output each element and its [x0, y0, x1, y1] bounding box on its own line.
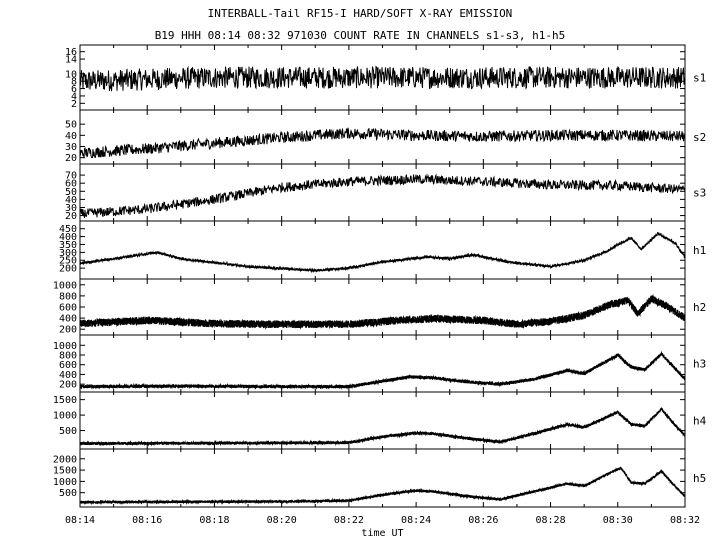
- xtick-label: 08:30: [603, 515, 633, 526]
- ytick-label-h5: 1000: [53, 477, 77, 488]
- channel-label-h1: h1: [693, 244, 706, 257]
- ytick-label-s3: 20: [65, 211, 77, 222]
- channel-label-h4: h4: [693, 415, 707, 428]
- channel-label-s3: s3: [693, 187, 706, 200]
- ytick-label-s2: 20: [65, 153, 77, 164]
- series-line-s1: [79, 65, 686, 92]
- xtick-label: 08:16: [132, 515, 162, 526]
- ytick-label-s3: 60: [65, 179, 77, 190]
- channel-label-h2: h2: [693, 301, 706, 314]
- series-line-s3: [79, 173, 686, 219]
- x-axis-label: time UT: [361, 528, 403, 539]
- ytick-label-h3: 400: [59, 370, 77, 381]
- ytick-label-h2: 1000: [53, 280, 77, 291]
- ytick-label-h5: 1500: [53, 466, 77, 477]
- series-line-h5: [79, 466, 686, 506]
- ytick-label-s1: 8: [71, 77, 77, 88]
- ytick-label-h1: 350: [59, 240, 77, 251]
- ytick-label-h5: 2000: [53, 454, 77, 465]
- ytick-label-h5: 500: [59, 488, 77, 499]
- ytick-label-s2: 40: [65, 131, 77, 142]
- series-line-s2: [79, 127, 686, 159]
- ytick-label-s2: 30: [65, 142, 77, 153]
- ytick-label-s3: 70: [65, 171, 77, 182]
- xtick-label: 08:28: [536, 515, 566, 526]
- ytick-label-h1: 200: [59, 264, 77, 275]
- ytick-label-h3: 800: [59, 351, 77, 362]
- ytick-label-s2: 50: [65, 120, 77, 131]
- panel-frame-h5: [79, 448, 686, 508]
- ytick-label-s1: 16: [65, 47, 77, 58]
- ytick-label-h1: 250: [59, 256, 77, 267]
- channel-label-h3: h3: [693, 358, 706, 371]
- xtick-label: 08:22: [334, 515, 364, 526]
- series-line-h1: [79, 231, 686, 274]
- ytick-label-h3: 1000: [53, 341, 77, 352]
- ytick-label-s1: 6: [71, 84, 77, 95]
- series-line-h2: [79, 293, 686, 330]
- panel-frame-h4: [79, 391, 686, 450]
- panel-frame-h2: [79, 278, 686, 336]
- ytick-label-h1: 450: [59, 224, 77, 235]
- ytick-label-h1: 300: [59, 248, 77, 259]
- xtick-label: 08:24: [401, 515, 431, 526]
- xtick-label: 08:32: [670, 515, 700, 526]
- ytick-label-h2: 400: [59, 314, 77, 325]
- channel-label-s2: s2: [693, 131, 706, 144]
- ytick-label-s1: 14: [65, 55, 77, 66]
- ytick-label-h1: 400: [59, 232, 77, 243]
- xtick-label: 08:14: [65, 515, 95, 526]
- ytick-label-h4: 500: [59, 426, 77, 437]
- panel-frame-s3: [79, 163, 686, 222]
- ytick-label-h3: 200: [59, 380, 77, 391]
- ytick-label-s1: 10: [65, 69, 77, 80]
- series-line-h3: [79, 350, 686, 390]
- ytick-label-s1: 2: [71, 99, 77, 110]
- ytick-label-h3: 600: [59, 360, 77, 371]
- chart-subtitle: B19 HHH 08:14 08:32 971030 COUNT RATE IN…: [154, 29, 566, 42]
- xtick-label: 08:26: [468, 515, 498, 526]
- channel-label-h5: h5: [693, 472, 706, 485]
- series-line-h4: [79, 407, 686, 447]
- chart-title: INTERBALL-Tail RF15-I HARD/SOFT X-RAY EM…: [207, 7, 513, 20]
- xtick-label: 08:20: [267, 515, 297, 526]
- ytick-label-h4: 1000: [53, 411, 77, 422]
- ytick-label-h2: 600: [59, 303, 77, 314]
- ytick-label-s1: 4: [71, 91, 77, 102]
- panel-frame-h1: [79, 220, 686, 280]
- ytick-label-h4: 1500: [53, 395, 77, 406]
- ytick-label-s3: 40: [65, 195, 77, 206]
- ytick-label-s3: 50: [65, 187, 77, 198]
- channel-label-s1: s1: [693, 72, 706, 85]
- panel-frame-h3: [79, 334, 686, 393]
- ytick-label-h2: 200: [59, 325, 77, 336]
- ytick-label-s3: 30: [65, 203, 77, 214]
- xtick-label: 08:18: [199, 515, 229, 526]
- ytick-label-h2: 800: [59, 291, 77, 302]
